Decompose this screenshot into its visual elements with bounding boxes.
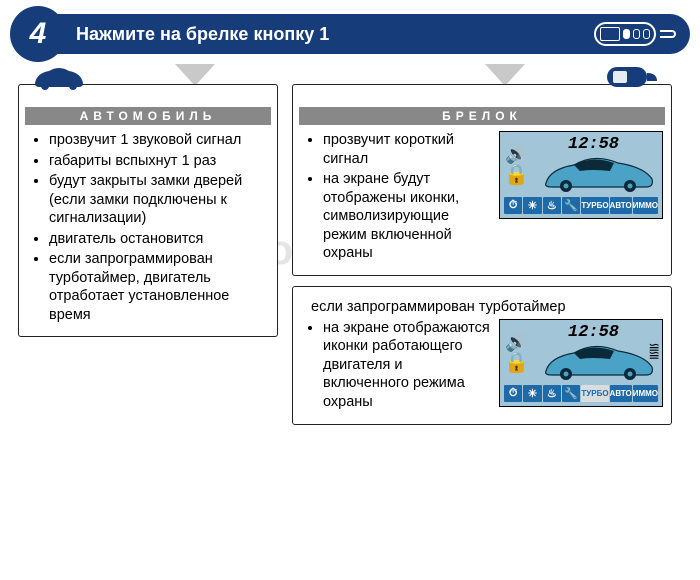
car-panel-tab: АВТОМОБИЛЬ: [25, 107, 271, 125]
lcd-chip: АВТО: [610, 385, 632, 402]
lcd-chip: ✳: [523, 385, 541, 402]
step-number-badge: 4: [10, 6, 66, 62]
chevron-down-icon: [485, 64, 525, 86]
remote-panel-tab: БРЕЛОК: [299, 107, 665, 125]
header-pill: Нажмите на брелке кнопку 1: [38, 14, 690, 54]
list-item: прозвучит 1 звуковой сигнал: [49, 131, 267, 150]
lcd-chip: ♨: [543, 385, 561, 402]
speaker-icon: 🔊: [505, 333, 527, 351]
header-title: Нажмите на брелке кнопку 1: [76, 24, 329, 45]
remote-panel: БРЕЛОК прозвучит короткий сигнална экран…: [292, 84, 672, 276]
exhaust-icon: ≌≌: [648, 343, 660, 360]
lcd-chip: ⏱: [504, 385, 522, 402]
lcd-chip: ИММО: [633, 197, 658, 214]
list-item: на экране отображаются иконки работающег…: [323, 319, 491, 412]
list-item: на экране будут отображены иконки, симво…: [323, 170, 491, 263]
list-item: если запрограммирован турботаймер, двига…: [49, 250, 267, 324]
remote-icon: [594, 22, 676, 46]
car-panel-list: прозвучит 1 звуковой сигнал габариты вспы…: [19, 131, 277, 324]
list-item: будут закрыты замки дверей (если замки п…: [49, 172, 267, 228]
lcd-chip: ♨: [543, 197, 561, 214]
lcd-screen-turbo: 🔊🔒12:58≌≌⏱✳♨🔧ТУРБОАВТОИММО: [499, 319, 663, 407]
car-icon: [31, 61, 87, 91]
lcd-chip: ТУРБО: [581, 197, 608, 214]
lcd-chip: АВТО: [610, 197, 632, 214]
turbo-panel: если запрограммирован турботаймер на экр…: [292, 286, 672, 425]
remote-panel-list: прозвучит короткий сигнална экране будут…: [301, 131, 493, 265]
list-item: двигатель остановится: [49, 230, 267, 249]
car-panel: АВТОМОБИЛЬ прозвучит 1 звуковой сигнал га…: [18, 84, 278, 337]
lcd-chip: ✳: [523, 197, 541, 214]
lcd-chip: 🔧: [562, 385, 580, 402]
lcd-chip: ТУРБО: [581, 385, 608, 402]
lock-icon: 🔒: [504, 353, 529, 373]
lcd-chip: ИММО: [633, 385, 658, 402]
lcd-screen-armed: 🔊🔒12:58⏱✳♨🔧ТУРБОАВТОИММО: [499, 131, 663, 219]
chevron-down-icon: [175, 64, 215, 86]
header-bar: 4 Нажмите на брелке кнопку 1: [10, 6, 690, 62]
keyfob-icon: [603, 61, 659, 91]
lcd-chip: ⏱: [504, 197, 522, 214]
turbo-panel-list: на экране отображаются иконки работающег…: [301, 319, 493, 414]
list-item: габариты вспыхнут 1 раз: [49, 152, 267, 171]
list-item: прозвучит короткий сигнал: [323, 131, 491, 168]
speaker-icon: 🔊: [505, 145, 527, 163]
lock-icon: 🔒: [504, 165, 529, 185]
turbo-note: если запрограммирован турботаймер: [293, 291, 671, 319]
lcd-chip: 🔧: [562, 197, 580, 214]
